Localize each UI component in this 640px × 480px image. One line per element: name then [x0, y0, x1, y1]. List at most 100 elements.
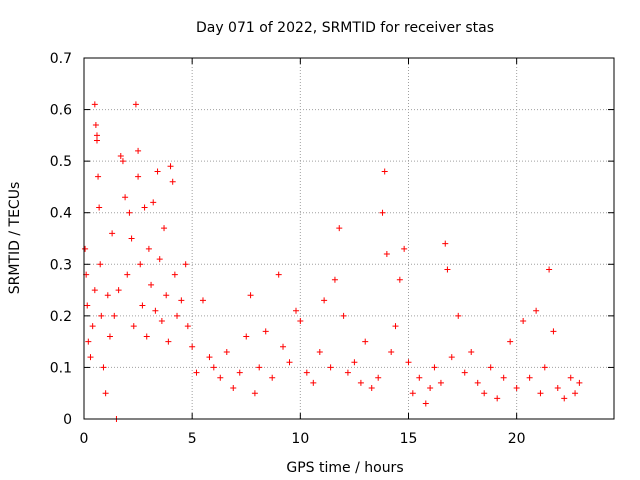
data-point	[280, 343, 287, 350]
data-point	[82, 245, 89, 252]
data-point	[344, 369, 351, 376]
data-point	[230, 385, 237, 392]
data-point	[416, 374, 423, 381]
data-point	[158, 318, 165, 325]
data-point	[199, 297, 206, 304]
data-point	[139, 302, 146, 309]
data-point	[297, 318, 304, 325]
x-tick-label: 20	[508, 431, 526, 447]
data-point	[236, 369, 243, 376]
data-point	[122, 194, 129, 201]
data-point	[126, 209, 133, 216]
data-point	[128, 235, 135, 242]
x-tick-label: 10	[291, 431, 309, 447]
data-point	[119, 158, 126, 165]
data-point	[143, 333, 150, 340]
data-point	[474, 379, 481, 386]
data-point	[481, 390, 488, 397]
data-point	[111, 312, 118, 319]
data-point	[444, 266, 451, 273]
data-point	[379, 209, 386, 216]
data-point	[427, 385, 434, 392]
data-point	[163, 292, 170, 299]
data-point	[115, 287, 122, 294]
data-point	[550, 328, 557, 335]
data-point	[381, 168, 388, 175]
data-point	[92, 122, 99, 129]
data-point	[362, 338, 369, 345]
data-point	[87, 354, 94, 361]
data-point	[206, 354, 213, 361]
data-point	[167, 163, 174, 170]
data-point	[396, 276, 403, 283]
data-point	[554, 385, 561, 392]
data-point	[448, 354, 455, 361]
data-point	[357, 379, 364, 386]
data-point	[165, 338, 172, 345]
data-point	[461, 369, 468, 376]
tick-label-layer: 0 5 10 15 20 0 0.1 0.2 0.3 0.4 0.5 0.6 0.7	[50, 51, 526, 447]
axis-layer	[83, 57, 615, 420]
data-point	[104, 292, 111, 299]
data-point	[85, 338, 92, 345]
data-point	[89, 323, 96, 330]
data-point	[91, 101, 98, 108]
data-point	[169, 178, 176, 185]
data-point	[409, 390, 416, 397]
data-point	[135, 173, 142, 180]
data-point	[383, 250, 390, 257]
y-tick-label: 0.6	[50, 103, 72, 119]
data-point	[269, 374, 276, 381]
data-point	[171, 271, 178, 278]
data-point	[375, 374, 382, 381]
data-point	[96, 204, 103, 211]
data-point	[117, 152, 124, 159]
data-point	[468, 348, 475, 355]
data-point	[189, 343, 196, 350]
x-tick-label: 0	[80, 431, 89, 447]
data-point	[567, 374, 574, 381]
y-tick-label: 0.5	[50, 154, 72, 170]
data-point	[95, 173, 102, 180]
data-point	[494, 395, 501, 402]
data-point	[109, 230, 116, 237]
data-point	[156, 256, 163, 263]
data-point	[152, 307, 159, 314]
x-tick-label: 5	[188, 431, 197, 447]
data-point	[431, 364, 438, 371]
data-point	[316, 348, 323, 355]
data-point	[210, 364, 217, 371]
data-point	[401, 245, 408, 252]
data-point	[106, 333, 113, 340]
data-point	[327, 364, 334, 371]
data-point	[520, 318, 527, 325]
data-point	[507, 338, 514, 345]
data-point	[135, 147, 142, 154]
data-point	[124, 271, 131, 278]
data-point	[576, 379, 583, 386]
data-point	[91, 287, 98, 294]
data-point	[293, 307, 299, 314]
data-point	[275, 271, 282, 278]
data-point	[251, 390, 258, 397]
data-point	[561, 395, 568, 402]
marker-layer	[82, 101, 583, 422]
y-tick-label: 0.1	[50, 360, 72, 376]
data-point	[137, 261, 144, 268]
y-tick-label: 0.4	[50, 206, 72, 222]
grid-layer	[84, 58, 614, 419]
data-point	[262, 328, 269, 335]
y-axis-title: SRMTID / TECUs	[7, 182, 23, 295]
data-point	[93, 132, 100, 139]
x-tick-label: 15	[400, 431, 418, 447]
plot-border	[83, 57, 615, 420]
data-point	[145, 245, 152, 252]
data-point	[217, 374, 224, 381]
data-point	[336, 225, 343, 232]
data-point	[572, 390, 579, 397]
data-point	[537, 390, 544, 397]
data-point	[132, 101, 139, 108]
data-point	[368, 385, 375, 392]
